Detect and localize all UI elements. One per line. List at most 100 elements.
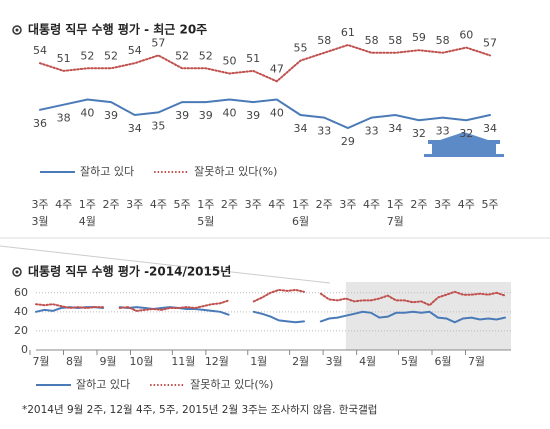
series-line <box>35 288 506 312</box>
y-tick-label: 20 <box>14 324 28 337</box>
series-line <box>39 43 491 83</box>
x-tick-label: 2주 <box>410 198 427 211</box>
data-label: 52 <box>104 49 118 62</box>
data-label: 32 <box>459 127 473 140</box>
x-tick-label: 8월 <box>66 355 83 368</box>
data-label: 58 <box>436 34 450 47</box>
data-label: 34 <box>128 122 142 135</box>
highlight-band <box>345 282 511 350</box>
zoom-guide <box>0 245 331 284</box>
data-label: 57 <box>151 36 165 49</box>
x-tick-label: 5주 <box>174 198 191 211</box>
x-tick-label: 3주 <box>31 198 48 211</box>
x-tick-label: 7월 <box>468 355 485 368</box>
x-group-label: 7월 <box>387 215 404 228</box>
data-label: 29 <box>341 135 355 148</box>
data-label: 39 <box>246 109 260 122</box>
data-label: 39 <box>104 109 118 122</box>
data-label: 52 <box>175 49 189 62</box>
series-line <box>39 98 491 130</box>
x-tick-label: 2주 <box>316 198 333 211</box>
data-label: 47 <box>270 62 284 75</box>
data-label: 32 <box>412 127 426 140</box>
data-label: 60 <box>459 29 473 42</box>
x-tick-label: 4주 <box>458 198 475 211</box>
y-tick-label: 60 <box>14 286 28 299</box>
data-label: 52 <box>80 49 94 62</box>
x-tick-label: 3주 <box>126 198 143 211</box>
x-tick-label: 12월 <box>205 355 229 368</box>
data-label: 34 <box>294 122 308 135</box>
x-tick-label: 11월 <box>171 355 195 368</box>
data-label: 54 <box>33 44 47 57</box>
x-tick-label: 1주 <box>197 198 214 211</box>
blue-house-icon <box>424 132 504 157</box>
data-label: 39 <box>199 109 213 122</box>
data-label: 34 <box>483 122 497 135</box>
data-label: 33 <box>436 125 450 138</box>
x-tick-label: 7월 <box>32 355 49 368</box>
x-tick-label: 4월 <box>359 355 376 368</box>
y-tick-label: 40 <box>14 305 28 318</box>
x-tick-label: 2월 <box>292 355 309 368</box>
data-label: 50 <box>222 55 236 68</box>
x-tick-label: 5주 <box>481 198 498 211</box>
data-label: 40 <box>222 106 236 119</box>
legend-label: 잘못하고 있다(%) <box>194 164 277 178</box>
x-group-label: 3월 <box>31 215 48 228</box>
x-tick-label: 1주 <box>387 198 404 211</box>
data-label: 59 <box>412 31 426 44</box>
x-tick-label: 10월 <box>129 355 153 368</box>
x-tick-label: 9월 <box>99 355 116 368</box>
x-tick-label: 4주 <box>268 198 285 211</box>
legend-label: 잘하고 있다 <box>80 164 134 178</box>
data-label: 33 <box>365 125 379 138</box>
data-label: 51 <box>246 52 260 65</box>
x-tick-label: 2주 <box>221 198 238 211</box>
data-label: 51 <box>57 52 71 65</box>
x-tick-label: 2주 <box>102 198 119 211</box>
title-icon <box>12 267 22 277</box>
chart-title: 대통령 직무 수행 평가 - 최근 20주 <box>28 22 207 37</box>
x-tick-label: 4주 <box>55 198 72 211</box>
data-label: 52 <box>199 49 213 62</box>
data-label: 58 <box>317 34 331 47</box>
data-label: 35 <box>151 119 165 132</box>
data-label: 36 <box>33 117 47 130</box>
x-tick-label: 1주 <box>292 198 309 211</box>
data-label: 38 <box>57 112 71 125</box>
x-group-label: 4월 <box>79 215 96 228</box>
footnote: *2014년 9월 2주, 12월 4주, 5주, 2015년 2월 3주는 조… <box>22 403 377 416</box>
data-label: 54 <box>128 44 142 57</box>
x-group-label: 5월 <box>197 215 214 228</box>
x-tick-label: 6월 <box>434 355 451 368</box>
x-tick-label: 5월 <box>401 355 418 368</box>
data-label: 55 <box>294 42 308 55</box>
data-label: 39 <box>175 109 189 122</box>
x-tick-label: 3주 <box>339 198 356 211</box>
data-label: 40 <box>80 106 94 119</box>
data-label: 58 <box>388 34 402 47</box>
x-tick-label: 3월 <box>326 355 343 368</box>
x-tick-label: 3주 <box>434 198 451 211</box>
title-icon <box>12 25 22 35</box>
legend-label: 잘못하고 있다(%) <box>190 377 273 391</box>
x-tick-label: 1월 <box>250 355 267 368</box>
legend-label: 잘하고 있다 <box>76 377 130 391</box>
title-icon <box>15 28 19 32</box>
data-label: 40 <box>270 106 284 119</box>
data-label: 58 <box>365 34 379 47</box>
y-tick-label: 0 <box>21 343 28 356</box>
title-icon <box>15 270 19 274</box>
data-label: 57 <box>483 36 497 49</box>
data-label: 34 <box>388 122 402 135</box>
x-tick-label: 4주 <box>363 198 380 211</box>
x-group-label: 6월 <box>292 215 309 228</box>
data-label: 33 <box>317 125 331 138</box>
data-label: 61 <box>341 26 355 39</box>
chart-title: 대통령 직무 수행 평가 -2014/2015년 <box>28 264 231 279</box>
x-tick-label: 1주 <box>79 198 96 211</box>
x-tick-label: 4주 <box>150 198 167 211</box>
x-tick-label: 3주 <box>245 198 262 211</box>
